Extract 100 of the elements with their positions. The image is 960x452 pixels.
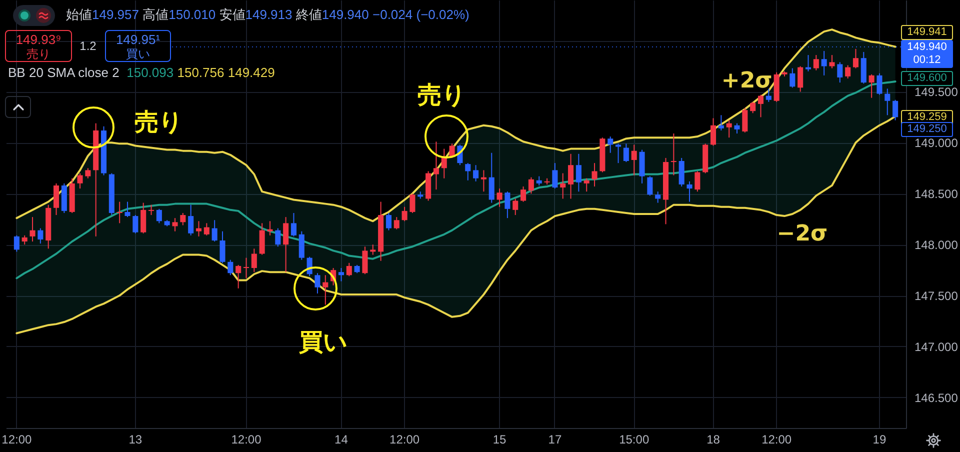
candlestick bbox=[504, 191, 510, 219]
candlestick bbox=[243, 257, 250, 279]
candlestick bbox=[790, 68, 796, 88]
candlestick bbox=[496, 188, 502, 208]
buy-button: 149.95¹ 買い bbox=[105, 30, 171, 62]
candlestick bbox=[338, 268, 344, 282]
candlestick bbox=[204, 222, 210, 236]
candlestick bbox=[53, 182, 60, 216]
candlestick bbox=[868, 74, 874, 98]
candlestick bbox=[473, 164, 479, 182]
candlestick bbox=[623, 143, 629, 163]
candlestick bbox=[124, 201, 130, 218]
candlestick bbox=[140, 202, 146, 234]
candlestick bbox=[259, 222, 265, 256]
annotation: 149.95¹ bbox=[114, 32, 162, 47]
candlestick bbox=[236, 264, 242, 289]
y-tick-label: 149.000 bbox=[914, 136, 958, 150]
candlestick bbox=[275, 228, 281, 248]
candlestick bbox=[829, 54, 835, 69]
ref-line-label: 149.940 bbox=[906, 41, 948, 54]
x-tick-label: 15:00 bbox=[619, 432, 650, 446]
candlestick bbox=[734, 122, 740, 134]
candlestick bbox=[686, 180, 692, 202]
chart-title: 始値149.957 高値150.010 安値149.913 終値149.940 −0.024 (−0.02%) bbox=[66, 7, 470, 22]
candlestick bbox=[560, 172, 566, 200]
candlestick bbox=[38, 228, 44, 244]
candlestick bbox=[592, 162, 598, 187]
candlestick bbox=[726, 120, 732, 138]
candlestick bbox=[837, 62, 843, 84]
candlestick bbox=[116, 201, 122, 224]
candlestick bbox=[710, 118, 716, 146]
candlestick bbox=[694, 170, 700, 192]
x-tick-label: 18 bbox=[706, 432, 720, 446]
candlestick bbox=[433, 141, 439, 190]
candlestick bbox=[655, 191, 661, 204]
candlestick bbox=[536, 176, 542, 186]
candlestick bbox=[884, 88, 890, 116]
candlestick bbox=[370, 244, 376, 256]
candlestick bbox=[488, 152, 494, 204]
y-tick-label: 149.500 bbox=[914, 85, 958, 100]
candlestick bbox=[85, 168, 91, 179]
candlestick bbox=[750, 101, 756, 114]
series-label: −2σ bbox=[776, 221, 828, 246]
candlestick bbox=[298, 230, 304, 260]
candlestick bbox=[386, 212, 392, 231]
price-tag: 149.250 bbox=[901, 122, 953, 137]
candlestick bbox=[346, 262, 352, 277]
x-tick-label: 17 bbox=[548, 432, 562, 446]
candlestick bbox=[228, 259, 234, 276]
candlestick bbox=[251, 248, 257, 273]
candlestick bbox=[290, 212, 296, 237]
candlestick bbox=[188, 204, 194, 236]
y-tick-label: 148.500 bbox=[914, 187, 958, 202]
y-tick-label: 147.500 bbox=[914, 289, 958, 304]
candlestick bbox=[156, 208, 162, 224]
candlestick bbox=[758, 94, 764, 118]
annotation: 売り bbox=[134, 107, 184, 138]
candlestick bbox=[283, 216, 289, 273]
annotation: 149.93⁹ bbox=[14, 32, 62, 47]
candlestick bbox=[876, 72, 882, 96]
candlestick bbox=[852, 48, 859, 69]
candlestick bbox=[631, 144, 637, 176]
candlestick bbox=[845, 64, 851, 79]
candlestick bbox=[196, 220, 202, 237]
candlestick bbox=[647, 176, 653, 196]
candlestick bbox=[616, 143, 622, 164]
candlestick bbox=[608, 136, 614, 154]
annotation: 売り bbox=[26, 47, 52, 61]
annotation: 買い bbox=[125, 47, 151, 61]
candlestick bbox=[362, 246, 368, 275]
candlestick bbox=[576, 153, 582, 192]
price-tag: 149.941 bbox=[901, 25, 953, 40]
candlestick bbox=[568, 153, 574, 200]
candlestick bbox=[77, 172, 83, 190]
candlestick bbox=[465, 162, 471, 181]
candlestick bbox=[670, 132, 676, 176]
candlestick bbox=[512, 198, 518, 216]
candlestick bbox=[892, 99, 898, 121]
y-tick-label: 146.500 bbox=[914, 390, 958, 405]
sell-button: 149.93⁹ 売り bbox=[5, 30, 72, 62]
candlestick bbox=[132, 214, 138, 234]
text: BB 20 SMA close 2 150.093 150.756 149.429 bbox=[8, 65, 275, 80]
candlestick bbox=[314, 272, 320, 294]
candlestick bbox=[148, 204, 154, 216]
candlestick bbox=[480, 170, 486, 192]
candlestick bbox=[220, 230, 226, 264]
candlestick bbox=[14, 234, 20, 252]
candlestick bbox=[30, 216, 36, 242]
candlestick bbox=[410, 193, 416, 214]
price-tag: 149.600 bbox=[901, 70, 953, 86]
candlestick bbox=[22, 234, 28, 246]
x-tick-label: 13 bbox=[128, 432, 142, 446]
candlestick bbox=[798, 66, 804, 92]
series-label: +2σ bbox=[721, 68, 772, 94]
candlestick bbox=[584, 178, 590, 192]
candlestick bbox=[718, 114, 724, 131]
candlestick bbox=[813, 54, 819, 71]
x-tick-label: 12:00 bbox=[762, 432, 792, 446]
x-tick-label: 15 bbox=[492, 432, 507, 446]
candlestick bbox=[322, 274, 328, 306]
